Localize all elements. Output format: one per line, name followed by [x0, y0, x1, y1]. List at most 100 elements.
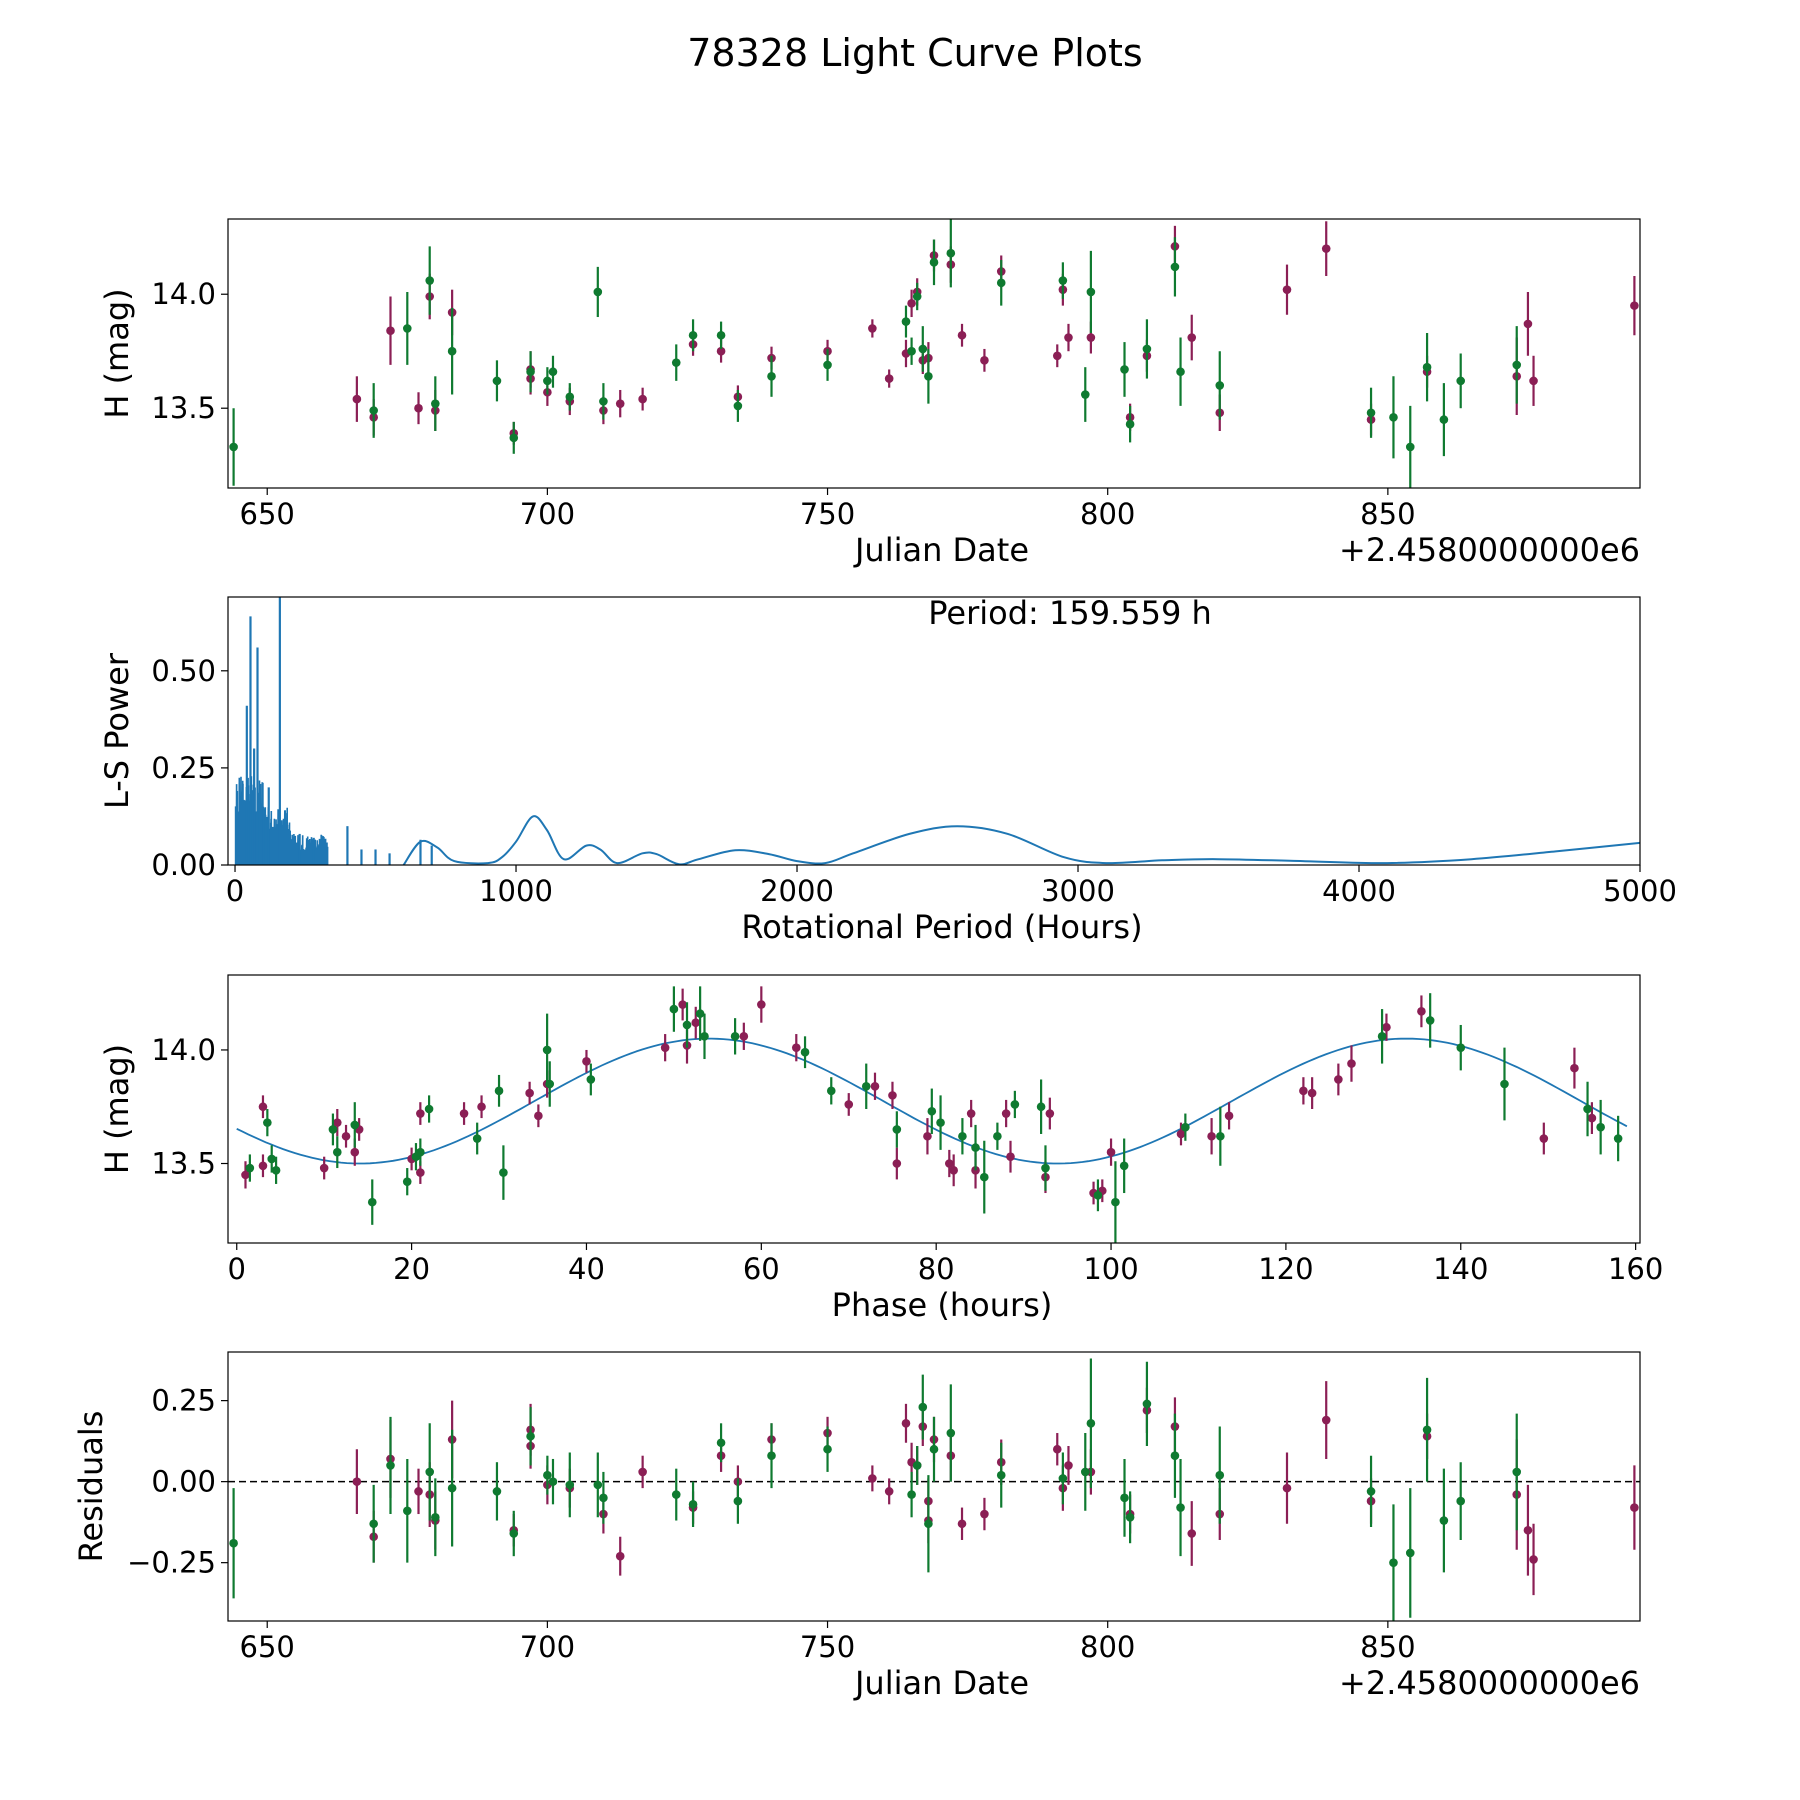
data-point: [499, 1168, 508, 1177]
plot-area-periodogram: [234, 597, 1640, 865]
data-point: [586, 1075, 596, 1084]
data-point: [593, 287, 603, 297]
data-point: [1389, 1558, 1398, 1567]
data-point: [599, 1493, 608, 1503]
x-offset-label-lightcurve: +2.4580000000e6: [1339, 531, 1640, 569]
data-point: [1111, 1197, 1120, 1207]
data-point: [593, 1480, 603, 1490]
data-point: [1036, 1102, 1046, 1112]
data-point: [1119, 1161, 1129, 1171]
data-point: [1142, 344, 1152, 354]
data-point: [615, 399, 625, 408]
data-point: [403, 1506, 412, 1516]
data-point: [1523, 1525, 1533, 1535]
data-point: [1456, 376, 1465, 386]
data-point: [1456, 1043, 1466, 1052]
x-tick-label-periodogram: 0: [226, 874, 244, 908]
data-point: [918, 1402, 928, 1412]
x-tick-label-lightcurve: 650: [240, 497, 295, 531]
data-point: [966, 1109, 976, 1118]
data-point: [416, 1147, 425, 1157]
data-point: [678, 1000, 687, 1009]
data-point: [1058, 276, 1068, 285]
data-point: [403, 324, 412, 333]
x-tick-label-phase: 120: [1258, 1252, 1313, 1286]
data-point: [823, 360, 832, 370]
data-point: [472, 1134, 482, 1143]
data-point: [739, 1032, 749, 1041]
data-point: [1422, 362, 1432, 372]
data-point: [263, 1118, 272, 1127]
data-point: [1389, 413, 1398, 422]
data-point: [1187, 333, 1197, 342]
figure-title: 78328 Light Curve Plots: [687, 31, 1142, 75]
data-point: [1596, 1122, 1605, 1132]
data-point: [367, 1197, 377, 1207]
y-axis-label-lightcurve: H (mag): [98, 288, 136, 418]
data-point: [682, 1020, 692, 1030]
data-point: [868, 324, 877, 333]
data-point: [258, 1102, 268, 1112]
y-tick-label-lightcurve: 14.0: [151, 277, 216, 311]
data-point: [767, 371, 776, 381]
data-point: [1045, 1109, 1055, 1118]
data-point: [534, 1111, 543, 1121]
data-point: [996, 278, 1006, 288]
data-point: [1224, 1111, 1234, 1121]
data-point: [543, 1470, 552, 1480]
data-point: [1321, 244, 1331, 253]
panel-phase: 0 20 40 60 80 100 120 140 160 13.5 14.0 Phase (hour…: [98, 974, 1663, 1324]
x-tick-label-phase: 160: [1608, 1252, 1663, 1286]
series-band_b: [229, 1358, 1522, 1621]
data-point: [669, 1004, 679, 1014]
x-tick-label-phase: 0: [228, 1252, 246, 1286]
data-point: [386, 1461, 395, 1470]
x-tick-label-residuals: 800: [1080, 1630, 1135, 1664]
data-point: [1093, 1191, 1103, 1200]
data-point: [1405, 1548, 1415, 1558]
data-point: [892, 1159, 902, 1168]
data-point: [1176, 1503, 1185, 1512]
data-point: [447, 346, 457, 356]
data-point: [1347, 1059, 1356, 1068]
data-point: [1282, 285, 1292, 294]
data-point: [416, 1168, 425, 1177]
y-tick-label-periodogram: 0.25: [151, 751, 216, 785]
data-point: [730, 1032, 740, 1041]
data-point: [1010, 1100, 1020, 1109]
y-tick-label-residuals: 0.00: [151, 1465, 216, 1499]
data-point: [1170, 262, 1180, 272]
data-point: [716, 1438, 726, 1448]
data-point: [691, 1018, 701, 1027]
data-point: [565, 392, 575, 402]
data-point: [638, 394, 647, 404]
plot-area-residuals: [228, 1358, 1640, 1621]
data-point: [907, 299, 916, 308]
data-point: [1382, 1022, 1391, 1032]
data-point: [1120, 365, 1129, 374]
data-point: [447, 1483, 457, 1493]
data-point: [229, 1538, 238, 1548]
data-point: [688, 1500, 698, 1509]
data-point: [946, 248, 956, 258]
data-point: [716, 330, 726, 340]
data-point: [1052, 351, 1062, 361]
y-axis-label-periodogram: L-S Power: [98, 652, 136, 809]
data-point: [431, 1512, 440, 1522]
data-point: [688, 330, 698, 340]
data-point: [319, 1163, 329, 1173]
x-tick-label-lightcurve: 700: [520, 497, 575, 531]
data-point: [548, 1477, 558, 1486]
data-point: [1439, 415, 1449, 424]
data-point: [924, 371, 933, 381]
data-point: [1583, 1104, 1592, 1114]
x-tick-label-phase: 140: [1433, 1252, 1488, 1286]
data-point: [1366, 408, 1376, 418]
x-tick-label-lightcurve: 750: [800, 497, 855, 531]
data-point: [425, 276, 435, 285]
data-point: [1176, 1129, 1186, 1139]
data-point: [671, 358, 681, 367]
data-point: [416, 1109, 425, 1118]
data-point: [526, 367, 535, 377]
